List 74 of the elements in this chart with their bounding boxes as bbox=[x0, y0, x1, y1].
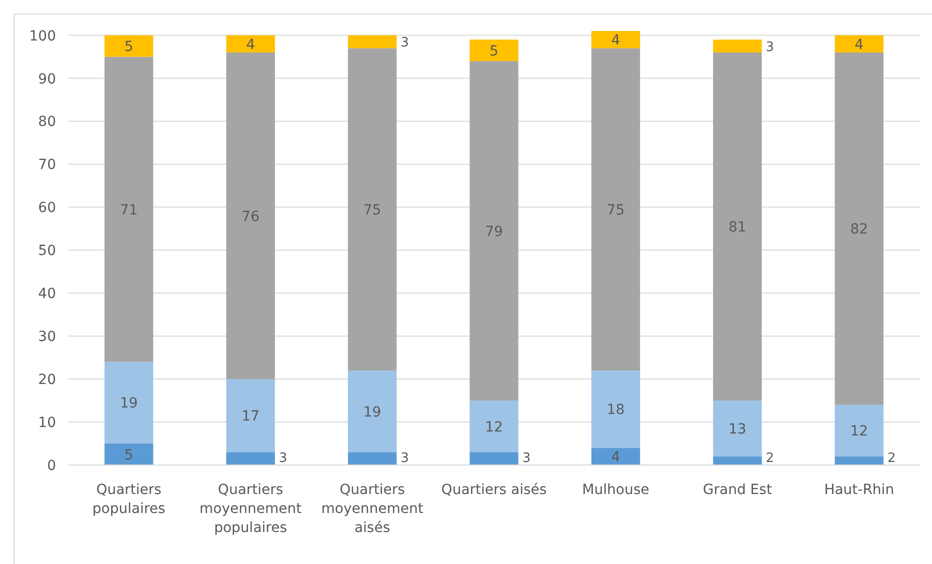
bar bbox=[470, 61, 518, 401]
y-tick-label: 90 bbox=[38, 71, 56, 88]
data-label: 4 bbox=[611, 32, 620, 49]
y-tick-label: 10 bbox=[38, 415, 56, 432]
bar bbox=[834, 52, 884, 405]
bar bbox=[226, 452, 275, 465]
y-tick-label: 40 bbox=[38, 286, 56, 302]
x-tick-label: Mulhouse bbox=[582, 482, 650, 498]
data-label: 17 bbox=[242, 408, 260, 425]
bar bbox=[226, 35, 275, 52]
data-label: 71 bbox=[120, 202, 138, 218]
bar bbox=[591, 370, 640, 448]
bar bbox=[591, 48, 640, 370]
y-tick-label: 0 bbox=[47, 458, 56, 474]
bar bbox=[470, 400, 518, 452]
data-label: 75 bbox=[363, 202, 382, 218]
data-label: 2 bbox=[887, 451, 896, 466]
x-tick-label: Grand Est bbox=[702, 482, 772, 498]
data-label: 3 bbox=[522, 451, 531, 466]
x-tick-label: Quartiers populaires bbox=[92, 482, 166, 517]
data-label: 12 bbox=[850, 424, 868, 440]
y-tick-label: 70 bbox=[38, 157, 56, 174]
bar bbox=[348, 35, 397, 48]
bar bbox=[104, 56, 154, 362]
data-label: 5 bbox=[124, 39, 134, 56]
bar bbox=[591, 31, 640, 48]
bar bbox=[834, 35, 884, 52]
data-label: 3 bbox=[278, 451, 288, 466]
bar bbox=[713, 456, 762, 465]
data-label: 12 bbox=[485, 419, 503, 436]
data-label: 4 bbox=[611, 449, 620, 466]
y-tick-label: 80 bbox=[38, 114, 56, 130]
data-label: 82 bbox=[850, 222, 868, 238]
data-label: 19 bbox=[120, 396, 138, 412]
y-tick-label: 50 bbox=[38, 243, 56, 260]
data-label: 18 bbox=[606, 402, 625, 418]
data-label: 79 bbox=[485, 224, 503, 240]
x-tick-label: Quartiers aisés bbox=[441, 482, 547, 498]
x-tick-label: Haut-Rhin bbox=[824, 482, 894, 498]
bar bbox=[713, 400, 762, 456]
data-label: 76 bbox=[242, 208, 260, 225]
bar bbox=[591, 448, 640, 465]
bar bbox=[470, 40, 518, 62]
x-tick-label: Quartiers moyennement populaires bbox=[200, 482, 302, 536]
data-label: 19 bbox=[363, 404, 382, 420]
bar bbox=[470, 452, 518, 465]
bar bbox=[348, 370, 397, 452]
data-label: 13 bbox=[728, 421, 746, 438]
bar bbox=[713, 52, 762, 401]
data-label: 3 bbox=[400, 36, 409, 51]
bar bbox=[226, 379, 275, 452]
bar bbox=[104, 362, 154, 444]
y-tick-label: 60 bbox=[38, 200, 56, 216]
bar bbox=[834, 456, 884, 465]
bar bbox=[226, 52, 275, 380]
data-label: 3 bbox=[766, 40, 774, 56]
data-label: 3 bbox=[400, 451, 409, 466]
y-tick-label: 100 bbox=[29, 28, 56, 44]
y-tick-label: 20 bbox=[38, 372, 56, 388]
data-label: 4 bbox=[246, 36, 256, 53]
bar bbox=[104, 444, 154, 465]
bar bbox=[713, 40, 762, 52]
data-label: 75 bbox=[606, 202, 625, 218]
data-label: 4 bbox=[854, 36, 864, 53]
bar bbox=[104, 35, 154, 57]
bar bbox=[834, 404, 884, 456]
data-label: 5 bbox=[124, 447, 134, 464]
bar bbox=[348, 452, 397, 465]
x-tick-label: Quartiers moyennement aisés bbox=[321, 482, 424, 536]
y-tick-label: 30 bbox=[38, 329, 56, 346]
bar bbox=[348, 48, 397, 370]
data-label: 81 bbox=[728, 220, 746, 236]
data-label: 2 bbox=[766, 451, 774, 466]
data-label: 5 bbox=[490, 43, 498, 60]
